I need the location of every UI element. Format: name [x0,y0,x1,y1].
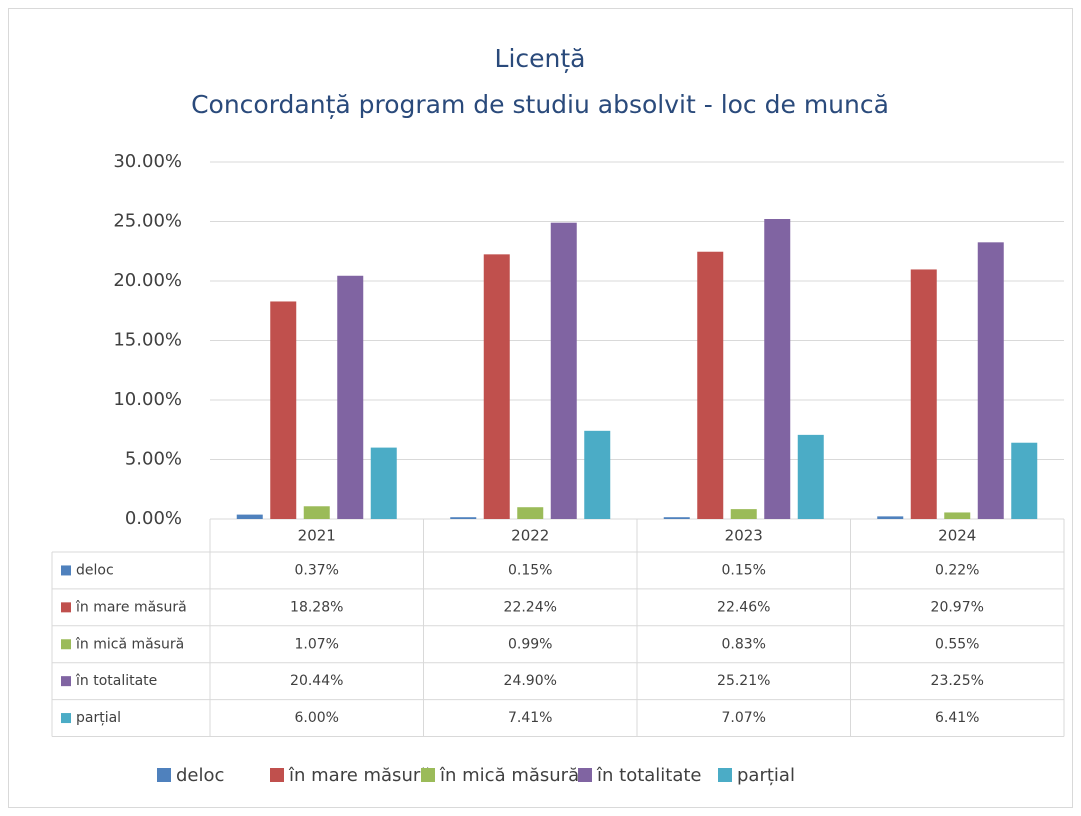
table-legend-key [61,565,71,576]
table-cell: 20.97% [931,599,984,615]
table-cell: 0.37% [295,562,339,578]
bar [944,512,971,519]
table-cell: 6.41% [935,710,979,726]
y-tick-label: 15.00% [113,330,182,351]
y-tick-label: 5.00% [125,449,182,470]
table-legend-key [61,602,71,613]
bar [730,509,757,519]
table-cell: 0.83% [722,636,766,652]
table-cell: 0.15% [722,562,766,578]
table-cell: 7.41% [508,710,552,726]
table-cell: 24.90% [504,673,557,689]
bar [270,301,297,519]
table-row-label: deloc [76,562,114,578]
bar [584,430,611,519]
table-cell: 7.07% [722,710,766,726]
table-cell: 6.00% [295,710,339,726]
chart-subtitle: Concordanță program de studiu absolvit -… [191,90,889,119]
legend-key [421,768,435,782]
x-tick-label: 2022 [511,527,549,545]
y-tick-label: 20.00% [113,270,182,291]
legend-label: parțial [737,765,795,786]
bar [483,254,510,519]
bar [303,506,330,519]
table-row-label: în totalitate [75,673,157,689]
table-cell: 18.28% [290,599,343,615]
legend-key [270,768,284,782]
legend-label: în totalitate [596,765,702,786]
legend-label: deloc [176,765,224,786]
chart-border [8,8,1073,808]
legend-key [578,768,592,782]
x-tick-label: 2023 [725,527,763,545]
table-cell: 0.15% [508,562,552,578]
table-row-label: în mică măsură [75,636,184,652]
bar [977,242,1004,519]
table-cell: 20.44% [290,673,343,689]
bar [764,219,791,519]
bar [910,269,937,519]
legend-key [157,768,171,782]
table-legend-key [61,639,71,650]
table-cell: 0.99% [508,636,552,652]
bar [450,517,477,519]
bar [370,447,397,519]
table-cell: 22.46% [717,599,770,615]
table-cell: 22.24% [504,599,557,615]
table-cell: 25.21% [717,673,770,689]
x-tick-label: 2021 [298,527,336,545]
bar [550,222,577,519]
x-tick-label: 2024 [938,527,976,545]
table-legend-key [61,676,71,687]
table-cell: 0.22% [935,562,979,578]
table-row-label: în mare măsură [75,599,187,615]
legend-label: în mare măsură [288,765,431,786]
bar [797,434,824,519]
bar [337,275,364,519]
bar [697,251,724,519]
y-tick-label: 30.00% [113,151,182,172]
table-legend-key [61,713,71,724]
bar [1011,442,1038,519]
y-tick-label: 0.00% [125,508,182,529]
bar [236,514,263,519]
bar [663,517,690,519]
y-tick-label: 25.00% [113,211,182,232]
table-cell: 1.07% [295,636,339,652]
table-row-label: parțial [76,710,121,726]
chart-title: Licență [495,44,586,73]
bar [877,516,904,519]
table-cell: 0.55% [935,636,979,652]
legend-label: în mică măsură [439,765,579,786]
table-cell: 23.25% [931,673,984,689]
bar [517,507,544,519]
y-tick-label: 10.00% [113,389,182,410]
legend-key [718,768,732,782]
